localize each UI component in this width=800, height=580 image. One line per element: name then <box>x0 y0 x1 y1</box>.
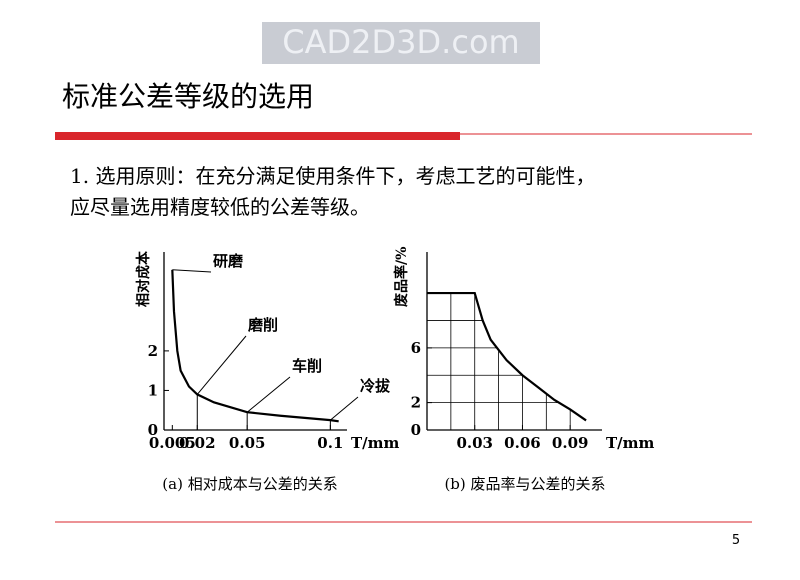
caption: (b) 废品率与公差的关系 <box>444 475 605 493</box>
y-tick-label: 2 <box>411 394 421 412</box>
y-axis-label: 相对成本 <box>135 250 152 307</box>
caption: (a) 相对成本与公差的关系 <box>162 475 337 493</box>
y-tick-label: 1 <box>148 381 158 399</box>
annotation: 车削 <box>292 357 322 375</box>
watermark-box <box>262 22 540 64</box>
leader-line <box>196 335 247 395</box>
leader-line <box>330 396 359 421</box>
body-line: 1. 选用原则：在充分满足使用条件下，考虑工艺的可能性， <box>70 164 595 188</box>
body-line: 应尽量选用精度较低的公差等级。 <box>70 195 370 219</box>
leader-line <box>246 376 291 413</box>
annotation: 磨削 <box>247 316 278 334</box>
slide-title: 标准公差等级的选用 <box>62 80 314 113</box>
watermark: CAD2D3D.com <box>282 23 519 61</box>
x-tick-label: 0.05 <box>229 434 266 452</box>
page-number: 5 <box>732 533 740 548</box>
y-tick-label: 0 <box>411 421 421 439</box>
x-tick-label: 0.06 <box>504 434 541 452</box>
leader-line <box>172 269 212 273</box>
x-tick-label: 0.09 <box>552 434 589 452</box>
y-tick-label: 2 <box>148 342 158 360</box>
y-axis-label: 废品率/% <box>393 247 410 307</box>
x-tick-label: 0.1 <box>317 434 343 452</box>
y-tick-label: 0 <box>148 421 158 439</box>
annotation: 冷拔 <box>360 377 391 395</box>
annotation: 研磨 <box>213 252 244 270</box>
curve <box>427 291 587 422</box>
x-axis-label: T/mm <box>351 434 400 452</box>
x-tick-label: 0.03 <box>456 434 493 452</box>
x-axis-label: T/mm <box>606 434 655 452</box>
y-tick-label: 6 <box>411 339 421 357</box>
x-tick-label: 0.02 <box>179 434 216 452</box>
title-bar <box>55 132 460 140</box>
grid <box>427 293 587 430</box>
x-tick-label: 0.005 <box>149 434 196 452</box>
